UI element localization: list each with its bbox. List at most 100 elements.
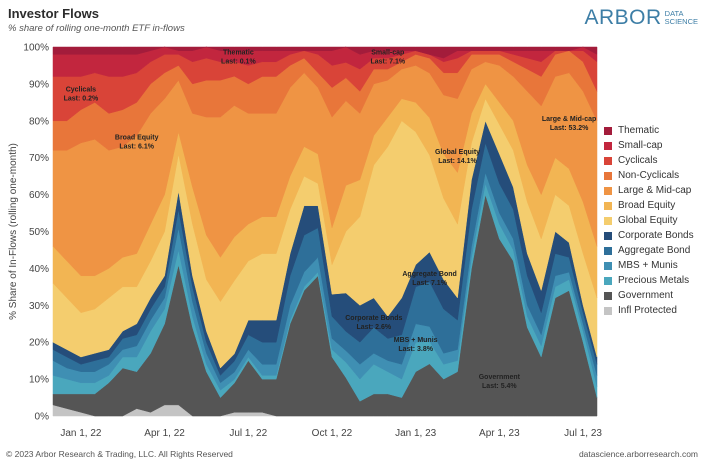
area-thematic: [52, 46, 598, 59]
legend-item[interactable]: MBS + Munis: [604, 258, 694, 273]
legend-item[interactable]: Government: [604, 288, 694, 303]
legend-label: Aggregate Bond: [618, 245, 691, 256]
annotation-last-value: Last: 6.1%: [119, 143, 154, 150]
annotation-last-value: Last: 53.2%: [550, 125, 589, 132]
annotation-label: Corporate Bonds: [345, 315, 402, 322]
annotation-small-cap: Small-cap Last: 7.1%: [370, 49, 405, 65]
annotation-last-value: Last: 0.1%: [221, 58, 256, 65]
x-tick-label: Jul 1, 22: [229, 428, 267, 439]
legend-item[interactable]: Thematic: [604, 123, 694, 138]
annotation-label: Large & Mid-cap: [542, 116, 596, 123]
chart-legend: Thematic Small-cap Cyclicals Non-Cyclicals L…: [604, 123, 694, 318]
legend-label: Small-cap: [618, 140, 663, 151]
legend-label: Thematic: [618, 125, 660, 136]
annotation-last-value: Last: 2.6%: [357, 324, 392, 331]
logo-sub-line2: SCIENCE: [664, 17, 698, 26]
annotation-label: MBS + Munis: [394, 337, 438, 344]
annotation-last-value: Last: 3.8%: [398, 346, 433, 353]
annotation-broad-equity: Broad Equity Last: 6.1%: [115, 134, 159, 150]
y-axis: 0% 10% 20% 30% 40% 50% 60% 70% 80% 90% 100%: [23, 43, 49, 423]
legend-item[interactable]: Large & Mid-cap: [604, 183, 694, 198]
x-tick-label: Jan 1, 22: [60, 428, 102, 439]
stacked-area-chart: 0% 10% 20% 30% 40% 50% 60% 70% 80% 90% 100% Jan 1,…: [8, 43, 602, 440]
logo-wordmark: ARBOR: [584, 6, 662, 29]
chart-title: Investor Flows: [8, 6, 100, 21]
legend-label: Corporate Bonds: [618, 230, 694, 241]
annotation-last-value: Last: 14.1%: [438, 158, 477, 165]
legend-swatch: [604, 246, 612, 255]
legend-item[interactable]: Infl Protected: [604, 303, 694, 318]
x-tick-label: Oct 1, 22: [312, 428, 353, 439]
legend-label: Broad Equity: [618, 200, 676, 211]
legend-swatch: [604, 171, 612, 180]
x-tick-label: Apr 1, 22: [144, 428, 185, 439]
legend-label: Large & Mid-cap: [618, 185, 692, 196]
legend-swatch: [604, 231, 612, 240]
y-tick-label: 90%: [29, 79, 49, 90]
annotation-label: Small-cap: [371, 49, 404, 56]
legend-label: Global Equity: [618, 215, 678, 226]
y-tick-label: 50%: [29, 227, 49, 238]
legend-label: Precious Metals: [618, 275, 690, 286]
copyright-text: © 2023 Arbor Research & Trading, LLC. Al…: [6, 449, 233, 459]
annotation-label: Cyclicals: [66, 86, 96, 93]
annotation-label: Broad Equity: [115, 134, 159, 141]
y-tick-label: 10%: [29, 375, 49, 386]
arbor-logo: ARBOR DATA SCIENCE: [584, 5, 698, 31]
y-tick-label: 70%: [29, 153, 49, 164]
x-tick-label: Jan 1, 23: [395, 428, 437, 439]
legend-swatch: [604, 126, 612, 135]
logo-subtitle: DATA SCIENCE: [665, 10, 698, 26]
annotation-thematic: Thematic Last: 0.1%: [221, 49, 256, 65]
legend-item[interactable]: Aggregate Bond: [604, 243, 694, 258]
annotation-aggregate-bond: Aggregate Bond Last: 7.1%: [402, 271, 456, 287]
y-tick-label: 0%: [35, 412, 50, 423]
x-tick-label: Jul 1, 23: [564, 428, 602, 439]
legend-swatch: [604, 261, 612, 270]
legend-swatch: [604, 201, 612, 210]
y-tick-label: 30%: [29, 301, 49, 312]
x-axis: Jan 1, 22 Apr 1, 22 Jul 1, 22 Oct 1, 22 Jan …: [60, 428, 602, 439]
chart-subtitle: % share of rolling one-month ETF in-flow…: [8, 23, 185, 34]
y-tick-label: 60%: [29, 190, 49, 201]
chart-area: 0% 10% 20% 30% 40% 50% 60% 70% 80% 90% 100% Jan 1,…: [0, 38, 706, 448]
annotation-cyclicals: Cyclicals Last: 0.2%: [64, 86, 99, 102]
y-tick-label: 40%: [29, 264, 49, 275]
legend-label: MBS + Munis: [618, 260, 678, 271]
legend-swatch: [604, 291, 612, 300]
legend-swatch: [604, 276, 612, 285]
annotations: Cyclicals Last: 0.2% Broad Equity Last: 6.1…: [64, 49, 597, 390]
annotation-last-value: Last: 7.1%: [370, 58, 405, 65]
annotation-label: Global Equity: [435, 149, 480, 156]
x-tick-label: Apr 1, 23: [479, 428, 520, 439]
y-tick-label: 20%: [29, 338, 49, 349]
legend-label: Non-Cyclicals: [618, 170, 680, 181]
annotation-last-value: Last: 0.2%: [64, 95, 99, 102]
legend-item[interactable]: Broad Equity: [604, 198, 694, 213]
legend-item[interactable]: Cyclicals: [604, 153, 694, 168]
y-axis-label: % Share of In-Flows (rolling one-month): [8, 143, 19, 320]
legend-label: Cyclicals: [618, 155, 658, 166]
annotation-label: Government: [479, 374, 521, 381]
annotation-label: Aggregate Bond: [402, 271, 456, 278]
annotation-large-mid-cap: Large & Mid-cap Last: 53.2%: [542, 116, 596, 132]
legend-label: Government: [618, 290, 674, 301]
legend-item[interactable]: Non-Cyclicals: [604, 168, 694, 183]
area-layers: [52, 46, 598, 417]
legend-item[interactable]: Global Equity: [604, 213, 694, 228]
legend-label: Infl Protected: [618, 305, 677, 316]
y-tick-label: 80%: [29, 116, 49, 127]
legend-swatch: [604, 186, 612, 195]
annotation-last-value: Last: 7.1%: [412, 280, 447, 287]
y-tick-label: 100%: [23, 43, 49, 54]
annotation-global-equity: Global Equity Last: 14.1%: [435, 149, 480, 165]
annotation-label: Thematic: [223, 49, 254, 56]
annotation-last-value: Last: 5.4%: [482, 383, 517, 390]
legend-item[interactable]: Small-cap: [604, 138, 694, 153]
legend-item[interactable]: Precious Metals: [604, 273, 694, 288]
annotation-government: Government Last: 5.4%: [479, 374, 521, 390]
legend-item[interactable]: Corporate Bonds: [604, 228, 694, 243]
legend-swatch: [604, 306, 612, 315]
source-url[interactable]: datascience.arborresearch.com: [578, 449, 698, 459]
legend-swatch: [604, 156, 612, 165]
